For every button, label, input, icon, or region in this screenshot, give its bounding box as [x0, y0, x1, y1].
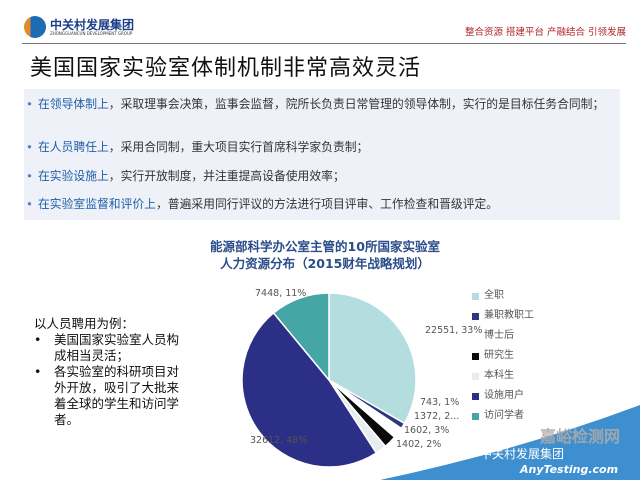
- legend-swatch: [472, 352, 479, 360]
- data-label: 22551, 33%: [425, 325, 482, 336]
- chart-title: 能源部科学办公室主管的10所国家实验室 人力资源分布（2015财年战略规划）: [150, 238, 500, 272]
- bullet-text: ，实行开放制度，并注重提高设备使用效率；: [108, 169, 345, 183]
- legend-item: 本科生: [472, 370, 514, 382]
- bullet-text: ，采用合同制，重大项目实行首席科学家负责制；: [108, 140, 369, 154]
- logo-mark-icon: [24, 16, 46, 38]
- bullet-item: • 在实验室监督和评价上，普遍采用同行评议的方法进行项目评审、工作检查和晋级评定。: [26, 197, 499, 211]
- legend-label: 博士后: [484, 330, 514, 341]
- legend-item: 博士后: [472, 330, 514, 342]
- legend-swatch: [472, 292, 479, 300]
- data-label: 7448, 11%: [255, 288, 306, 299]
- company-logo: 中关村发展集团 ZHONGGUANCUN DEVELOPMENT GROUP: [24, 16, 134, 38]
- legend-swatch: [472, 412, 479, 420]
- side-bullet-text: 各实验室的科研项目对外开放，吸引了大批来着全球的学生和访问学者。: [54, 364, 180, 427]
- legend-swatch: [472, 372, 479, 380]
- legend-label: 兼职教职工: [484, 310, 534, 321]
- watermark-group: 中关村发展集团: [480, 447, 565, 461]
- slogan: 整合资源 搭建平台 产融结合 引领发展: [464, 27, 626, 38]
- legend-label: 访问学者: [484, 410, 524, 421]
- data-label: 1602, 3%: [404, 425, 449, 436]
- side-note: 以人员聘用为例： • 美国国家实验室人员构成相当灵活； • 各实验室的科研项目对外开…: [34, 316, 184, 428]
- side-intro: 以人员聘用为例：: [34, 316, 135, 331]
- bullet-highlight: 在实验室监督和评价上: [38, 197, 156, 211]
- pie-slice-6: [272, 292, 330, 383]
- bullet-item: • 在人员聘任上，采用合同制，重大项目实行首席科学家负责制；: [26, 140, 369, 154]
- legend-label: 设施用户: [484, 390, 524, 401]
- decorative-swoosh: [380, 405, 640, 480]
- side-bullet-text: 美国国家实验室人员构成相当灵活；: [54, 332, 180, 363]
- legend-swatch: [472, 332, 479, 340]
- legend-item: 兼职教职工: [472, 310, 534, 322]
- legend-label: 研究生: [484, 350, 514, 361]
- logo-cn: 中关村发展集团: [50, 17, 135, 32]
- bullet-item: • 在实验设施上，实行开放制度，并注重提高设备使用效率；: [26, 169, 345, 183]
- chart-title-line: 人力资源分布（2015财年战略规划）: [220, 256, 430, 271]
- data-label: 1402, 2%: [396, 439, 441, 450]
- header-divider: [22, 43, 626, 44]
- bullet-highlight: 在领导体制上: [38, 97, 109, 111]
- slide-title: 美国国家实验室体制机制非常高效灵活: [30, 56, 422, 81]
- legend-item: 访问学者: [472, 410, 524, 422]
- pie-slice-5: [241, 311, 378, 468]
- legend-label: 本科生: [484, 370, 514, 381]
- data-label: 1372, 2...: [414, 411, 459, 422]
- bullet-text: ，普遍采用同行评议的方法进行项目评审、工作检查和晋级评定。: [155, 197, 499, 211]
- pie-slice-0: [328, 292, 417, 425]
- data-label: 743, 1%: [420, 397, 459, 408]
- watermark-site-cn: 嘉峪检测网: [540, 427, 621, 446]
- bullet-highlight: 在实验设施上: [38, 169, 109, 183]
- chart-title-line: 能源部科学办公室主管的10所国家实验室: [210, 239, 440, 254]
- legend-item: 全职: [472, 290, 504, 302]
- legend-swatch: [472, 392, 479, 400]
- logo-en: ZHONGGUANCUN DEVELOPMENT GROUP: [50, 30, 133, 36]
- legend-label: 全职: [484, 290, 504, 301]
- legend-swatch: [472, 312, 479, 320]
- legend-item: 研究生: [472, 350, 514, 362]
- bullet-highlight: 在人员聘任上: [38, 140, 109, 154]
- bullet-item: • 在领导体制上，采取理事会决策，监事会监督，院所长负责日常管理的领导体制，实行的…: [26, 97, 605, 111]
- watermark-site-en: AnyTesting.com: [520, 463, 619, 476]
- bullet-panel: [24, 89, 620, 220]
- bullet-text: ，采取理事会决策，监事会监督，院所长负责日常管理的领导体制，实行的是目标任务合同…: [108, 97, 605, 111]
- legend-item: 设施用户: [472, 390, 524, 402]
- data-label: 32612, 48%: [250, 435, 307, 446]
- side-bullet: • 各实验室的科研项目对外开放，吸引了大批来着全球的学生和访问学者。: [34, 364, 180, 427]
- side-bullet: • 美国国家实验室人员构成相当灵活；: [34, 332, 180, 363]
